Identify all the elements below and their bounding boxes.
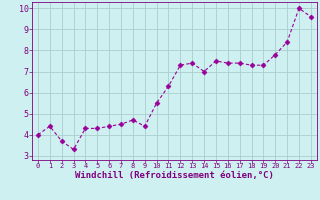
X-axis label: Windchill (Refroidissement éolien,°C): Windchill (Refroidissement éolien,°C) [75, 171, 274, 180]
